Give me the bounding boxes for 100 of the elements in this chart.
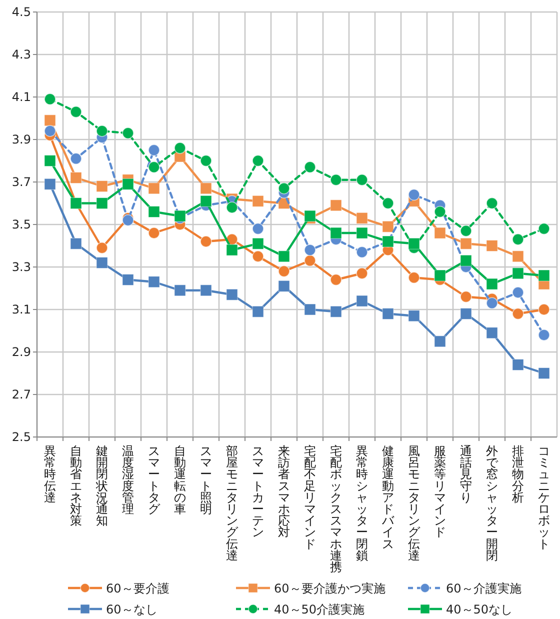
x-tick-label: スマート照明 [200, 444, 212, 516]
point [226, 202, 238, 214]
point [96, 198, 108, 209]
point [148, 227, 160, 239]
point [486, 327, 498, 339]
point [278, 265, 290, 278]
point [278, 280, 290, 292]
legend-label: 60～介護実施 [446, 582, 522, 596]
point [538, 304, 550, 316]
point [486, 297, 498, 310]
legend-label: 60～なし [106, 602, 158, 616]
point [252, 222, 264, 235]
x-tick-label: 外で窓シャッター開閉 [486, 444, 498, 562]
point [200, 236, 212, 248]
point [96, 257, 108, 268]
point [356, 295, 368, 307]
point [44, 114, 56, 126]
point [486, 197, 498, 210]
y-tick-label: 2.5 [12, 430, 31, 444]
point [434, 336, 446, 348]
x-tick-label: スマートタグ [148, 444, 160, 516]
point [122, 178, 134, 190]
point [304, 244, 316, 256]
point [148, 276, 160, 288]
x-tick-label: コミュニケロボット [538, 444, 550, 551]
point [538, 222, 550, 235]
point [148, 182, 160, 194]
point [330, 274, 342, 286]
point [356, 227, 368, 239]
point [512, 359, 524, 370]
x-tick-label: 服薬等リマインド [434, 444, 446, 540]
y-tick-label: 3.3 [12, 260, 31, 274]
point [460, 238, 472, 250]
point [408, 272, 420, 284]
x-tick-label: 自動運転の車 [174, 444, 186, 516]
point [382, 220, 394, 232]
point [460, 254, 472, 266]
point [278, 182, 290, 194]
point [200, 182, 212, 194]
point [356, 174, 368, 186]
point [44, 93, 56, 106]
point [512, 308, 524, 320]
y-tick-label: 2.7 [12, 388, 31, 402]
y-tick-label: 4.5 [12, 5, 31, 19]
point [330, 306, 342, 318]
point [304, 161, 316, 174]
point [356, 212, 368, 224]
point [330, 174, 342, 186]
point [382, 308, 394, 320]
legend-label: 60～要介護かつ実施 [274, 582, 386, 596]
point [486, 278, 498, 290]
point [148, 206, 160, 218]
point [122, 127, 134, 140]
point [460, 308, 472, 320]
point [408, 238, 420, 250]
legend-label: 40～50なし [446, 602, 513, 616]
point [512, 268, 524, 280]
point [226, 288, 238, 300]
legend-label: 60～要介護 [106, 582, 170, 596]
point [330, 227, 342, 239]
point [70, 152, 82, 165]
x-tick-label: 鍵開閉状況通知 [96, 444, 108, 528]
point [460, 224, 472, 237]
x-tick-label: スマートカーテン [252, 444, 264, 540]
point [512, 286, 524, 298]
point [486, 240, 498, 252]
point [538, 368, 550, 379]
legend-label: 40～50介護実施 [274, 602, 365, 616]
point [304, 254, 316, 267]
point [70, 238, 82, 250]
x-tick-label: 温度湿度管理 [122, 444, 134, 516]
x-tick-label: 宅配ボックススマホ連携 [330, 444, 342, 574]
point [408, 310, 420, 322]
x-tick-label: 自動省エネ対策 [70, 444, 82, 528]
point [148, 161, 160, 174]
point [174, 210, 186, 222]
point [252, 306, 264, 318]
x-tick-label: 通話見守り [460, 444, 472, 504]
point [434, 270, 446, 282]
y-tick-label: 3.1 [12, 302, 31, 316]
point [44, 125, 56, 137]
y-tick-label: 3.9 [12, 132, 31, 146]
point [434, 206, 446, 218]
point [252, 250, 264, 262]
point [226, 244, 238, 256]
point [174, 284, 186, 296]
point [174, 142, 186, 154]
point [408, 188, 420, 201]
x-tick-label: 部屋モニタリング伝達 [226, 444, 238, 562]
x-tick-label: 風呂モニタリング伝達 [408, 444, 420, 562]
point [278, 250, 290, 262]
point [200, 284, 212, 296]
point [252, 154, 264, 167]
point [252, 195, 264, 207]
x-tick-label: 健康運動アドバイス [382, 444, 394, 551]
point [96, 125, 108, 137]
point [252, 238, 264, 250]
x-tick-label: 来訪者スマホ応対 [278, 444, 290, 540]
x-tick-label: 異常時シャッター閉鎖 [356, 444, 368, 562]
point [434, 227, 446, 239]
